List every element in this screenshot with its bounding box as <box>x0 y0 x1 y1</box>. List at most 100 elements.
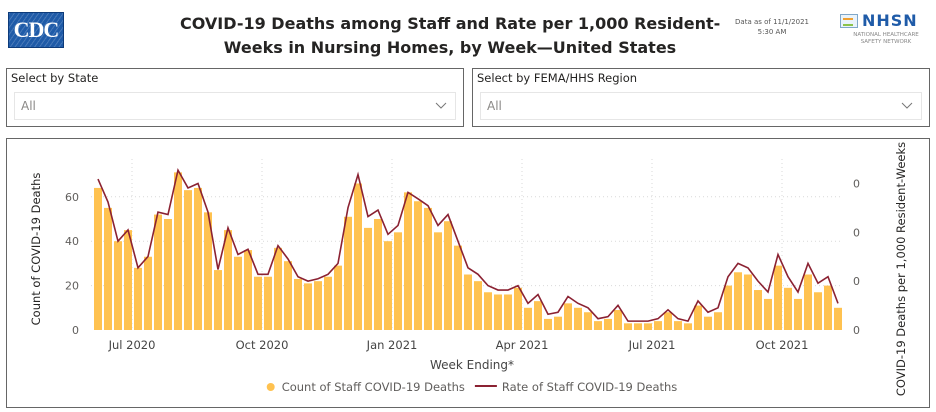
x-tick-label: Oct 2021 <box>756 338 809 352</box>
cdc-logo: CDC <box>8 12 64 48</box>
bar-week-70[interactable] <box>784 287 792 330</box>
bar-week-18[interactable] <box>264 276 272 330</box>
bar-week-63[interactable] <box>714 312 722 330</box>
bar-week-25[interactable] <box>334 265 342 330</box>
bar-week-64[interactable] <box>724 285 732 330</box>
bar-week-65[interactable] <box>734 272 742 330</box>
bar-week-35[interactable] <box>434 232 442 330</box>
state-slicer-label: Select by State <box>11 71 99 85</box>
bar-week-4[interactable] <box>124 230 132 330</box>
bar-week-72[interactable] <box>804 274 812 331</box>
bar-week-2[interactable] <box>104 207 112 330</box>
bar-week-61[interactable] <box>694 305 702 330</box>
bar-week-67[interactable] <box>754 290 762 330</box>
bar-week-7[interactable] <box>154 214 162 330</box>
y-tick-label: 20 <box>65 280 79 293</box>
x-tick-label: Oct 2020 <box>236 338 289 352</box>
bar-week-23[interactable] <box>314 281 322 330</box>
x-tick-label: Jul 2021 <box>628 338 676 352</box>
bar-week-59[interactable] <box>674 321 682 330</box>
bar-week-46[interactable] <box>544 318 552 330</box>
bar-week-15[interactable] <box>234 256 242 330</box>
bar-week-28[interactable] <box>364 227 372 330</box>
bar-week-54[interactable] <box>624 323 632 330</box>
bar-week-36[interactable] <box>444 221 452 330</box>
bar-week-45[interactable] <box>534 301 542 330</box>
bar-week-47[interactable] <box>554 316 562 330</box>
legend-bar-marker <box>266 383 275 391</box>
nhsn-subtitle-line-1: NATIONAL HEALTHCARE <box>853 32 919 38</box>
bar-week-62[interactable] <box>704 316 712 330</box>
bar-week-44[interactable] <box>524 307 532 330</box>
bar-week-29[interactable] <box>374 219 382 330</box>
y-tick-label: 0 <box>72 324 79 337</box>
bar-week-30[interactable] <box>384 241 392 330</box>
bar-week-26[interactable] <box>344 216 352 330</box>
bar-week-27[interactable] <box>354 183 362 330</box>
bar-week-22[interactable] <box>304 283 312 330</box>
bar-week-19[interactable] <box>274 247 282 330</box>
bar-week-57[interactable] <box>654 321 662 330</box>
bar-week-32[interactable] <box>404 192 412 330</box>
bar-week-43[interactable] <box>514 287 522 330</box>
bar-week-75[interactable] <box>834 307 842 330</box>
bar-week-1[interactable] <box>94 187 102 330</box>
bar-week-31[interactable] <box>394 232 402 330</box>
bar-week-41[interactable] <box>494 294 502 330</box>
bar-week-56[interactable] <box>644 323 652 330</box>
data-as-of-date: Data as of 11/1/2021 <box>735 18 809 26</box>
bar-week-13[interactable] <box>214 270 222 330</box>
region-dropdown[interactable]: All <box>480 92 922 120</box>
chart-container: 0 20 40 60 0 0 0 0 Jul 2020 Oct 2020 Jan 2021 Apr… <box>6 138 930 408</box>
state-slicer: Select by State All <box>6 68 464 127</box>
bar-week-21[interactable] <box>294 278 302 330</box>
bar-week-58[interactable] <box>664 312 672 330</box>
region-slicer: Select by FEMA/HHS Region All <box>472 68 930 127</box>
chevron-down-icon[interactable] <box>901 99 913 111</box>
bar-week-14[interactable] <box>224 230 232 330</box>
bar-week-20[interactable] <box>284 261 292 330</box>
bar-week-8[interactable] <box>164 219 172 330</box>
bar-week-24[interactable] <box>324 276 332 330</box>
bar-week-49[interactable] <box>574 307 582 330</box>
bar-week-34[interactable] <box>424 207 432 330</box>
y2-tick-label: 0 <box>853 177 860 190</box>
gridlines <box>91 159 842 330</box>
bar-week-5[interactable] <box>134 267 142 330</box>
bar-week-68[interactable] <box>764 298 772 330</box>
state-dropdown-value: All <box>21 99 36 113</box>
bar-week-40[interactable] <box>484 292 492 330</box>
bar-week-48[interactable] <box>564 303 572 330</box>
bar-week-16[interactable] <box>244 250 252 330</box>
legend: Count of Staff COVID-19 Deaths Rate of S… <box>266 380 677 394</box>
x-axis-title: Week Ending* <box>430 358 514 372</box>
y2-axis-ticks: 0 0 0 0 <box>853 177 860 337</box>
bar-week-73[interactable] <box>814 292 822 330</box>
bar-week-55[interactable] <box>634 323 642 330</box>
bar-week-51[interactable] <box>594 321 602 330</box>
bar-week-60[interactable] <box>684 323 692 330</box>
bar-week-39[interactable] <box>474 281 482 330</box>
bar-week-38[interactable] <box>464 274 472 331</box>
state-dropdown[interactable]: All <box>14 92 456 120</box>
bar-week-69[interactable] <box>774 265 782 330</box>
bar-week-37[interactable] <box>454 245 462 330</box>
bar-week-11[interactable] <box>194 187 202 330</box>
bar-week-53[interactable] <box>614 310 622 330</box>
bar-week-3[interactable] <box>114 241 122 330</box>
bar-week-66[interactable] <box>744 274 752 331</box>
bar-week-74[interactable] <box>824 285 832 330</box>
bar-week-6[interactable] <box>144 256 152 330</box>
bar-week-42[interactable] <box>504 294 512 330</box>
bar-week-17[interactable] <box>254 276 262 330</box>
bar-week-10[interactable] <box>184 190 192 330</box>
bar-week-33[interactable] <box>414 201 422 330</box>
bar-week-50[interactable] <box>584 312 592 330</box>
legend-line-label: Rate of Staff COVID-19 Deaths <box>502 380 677 394</box>
bar-week-52[interactable] <box>604 318 612 330</box>
chevron-down-icon[interactable] <box>435 99 447 111</box>
bar-week-9[interactable] <box>174 172 182 330</box>
bar-week-12[interactable] <box>204 212 212 330</box>
bar-week-71[interactable] <box>794 298 802 330</box>
x-tick-label: Jul 2020 <box>108 338 156 352</box>
